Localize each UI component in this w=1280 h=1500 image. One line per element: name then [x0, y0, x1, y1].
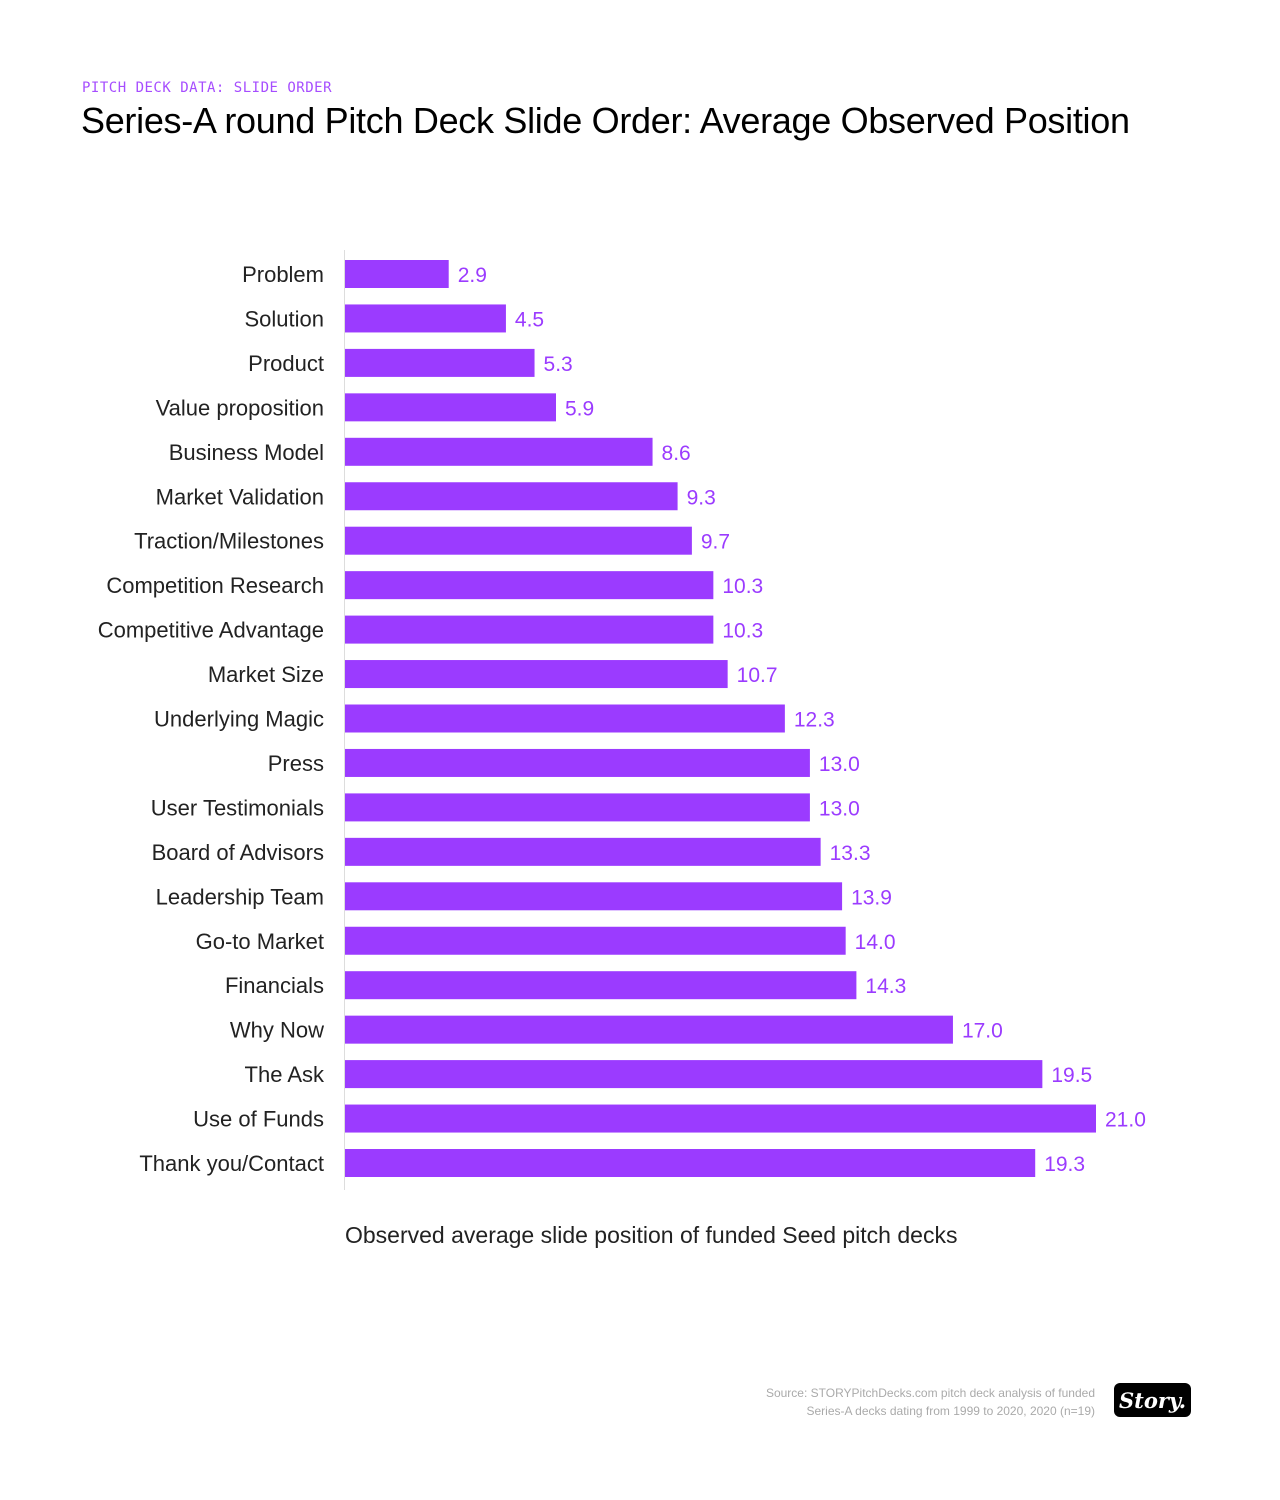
category-label: Financials: [225, 973, 324, 998]
source-line-1: Source: STORYPitchDecks.com pitch deck a…: [765, 1386, 1095, 1400]
category-label: Business Model: [169, 440, 324, 465]
value-label: 14.3: [865, 975, 906, 998]
chart-title: Series-A round Pitch Deck Slide Order: A…: [81, 100, 1130, 141]
bar: [345, 437, 653, 466]
bar: [345, 1149, 1036, 1177]
source-line-2: Series-A decks dating from 1999 to 2020,…: [806, 1404, 1095, 1418]
value-label: 14.0: [855, 931, 896, 954]
story-logo: Story.: [1114, 1383, 1191, 1417]
value-label: 10.7: [737, 664, 778, 687]
category-label: Why Now: [230, 1018, 324, 1043]
category-label: Market Size: [208, 662, 324, 687]
value-label: 10.3: [722, 620, 763, 643]
chart-kicker: PITCH DECK DATA: SLIDE ORDER: [82, 80, 333, 96]
value-label: 8.6: [662, 442, 691, 465]
value-label: 19.5: [1051, 1064, 1092, 1087]
bar-chart: Problem 2.9 Solution 4.5 Product 5.3 Value pro…: [98, 250, 1146, 1190]
bar: [345, 615, 714, 644]
category-label: Competitive Advantage: [98, 618, 324, 643]
value-label: 12.3: [794, 709, 835, 732]
category-label: Press: [268, 751, 324, 776]
category-label: Market Validation: [156, 484, 324, 509]
value-label: 5.9: [565, 397, 594, 420]
value-label: 2.9: [458, 264, 487, 287]
value-label: 21.0: [1105, 1109, 1146, 1132]
bar: [345, 304, 506, 333]
value-label: 9.3: [687, 486, 716, 509]
bar: [345, 526, 692, 555]
category-label: Underlying Magic: [154, 707, 324, 732]
category-label: Solution: [244, 306, 324, 331]
source-note: Source: STORYPitchDecks.com pitch deck a…: [766, 1384, 1095, 1420]
value-label: 13.0: [819, 753, 860, 776]
value-label: 5.3: [544, 353, 573, 376]
category-label: Go-to Market: [196, 929, 324, 954]
category-label: Problem: [242, 262, 324, 287]
bar: [345, 793, 810, 822]
category-label: Traction/Milestones: [134, 529, 324, 554]
bar: [345, 260, 449, 288]
value-label: 13.0: [819, 797, 860, 820]
bar: [345, 660, 728, 689]
x-axis-label: Observed average slide position of funde…: [345, 1222, 958, 1248]
bar: [345, 882, 843, 911]
category-label: Value proposition: [156, 395, 324, 420]
bar: [345, 748, 810, 777]
bar: [345, 571, 714, 600]
category-label: The Ask: [245, 1062, 325, 1087]
bar: [345, 926, 846, 955]
bar: [345, 971, 857, 1000]
value-label: 9.7: [701, 531, 730, 554]
category-label: Product: [248, 351, 324, 376]
category-label: Competition Research: [106, 573, 324, 598]
bar: [345, 348, 535, 377]
value-label: 13.9: [851, 886, 892, 909]
bar: [345, 837, 821, 866]
value-label: 4.5: [515, 308, 544, 331]
category-label: Thank you/Contact: [139, 1151, 324, 1176]
value-label: 10.3: [722, 575, 763, 598]
category-label: User Testimonials: [151, 795, 324, 820]
value-label: 17.0: [962, 1020, 1003, 1043]
value-label: 19.3: [1044, 1153, 1085, 1176]
bar: [345, 393, 556, 422]
bar: [345, 704, 785, 733]
value-label: 13.3: [830, 842, 871, 865]
category-label: Use of Funds: [193, 1107, 324, 1132]
bar: [345, 1104, 1096, 1133]
bar: [345, 482, 678, 511]
bar: [345, 1015, 953, 1044]
category-label: Leadership Team: [156, 884, 324, 909]
bar: [345, 1060, 1043, 1089]
category-label: Board of Advisors: [152, 840, 324, 865]
